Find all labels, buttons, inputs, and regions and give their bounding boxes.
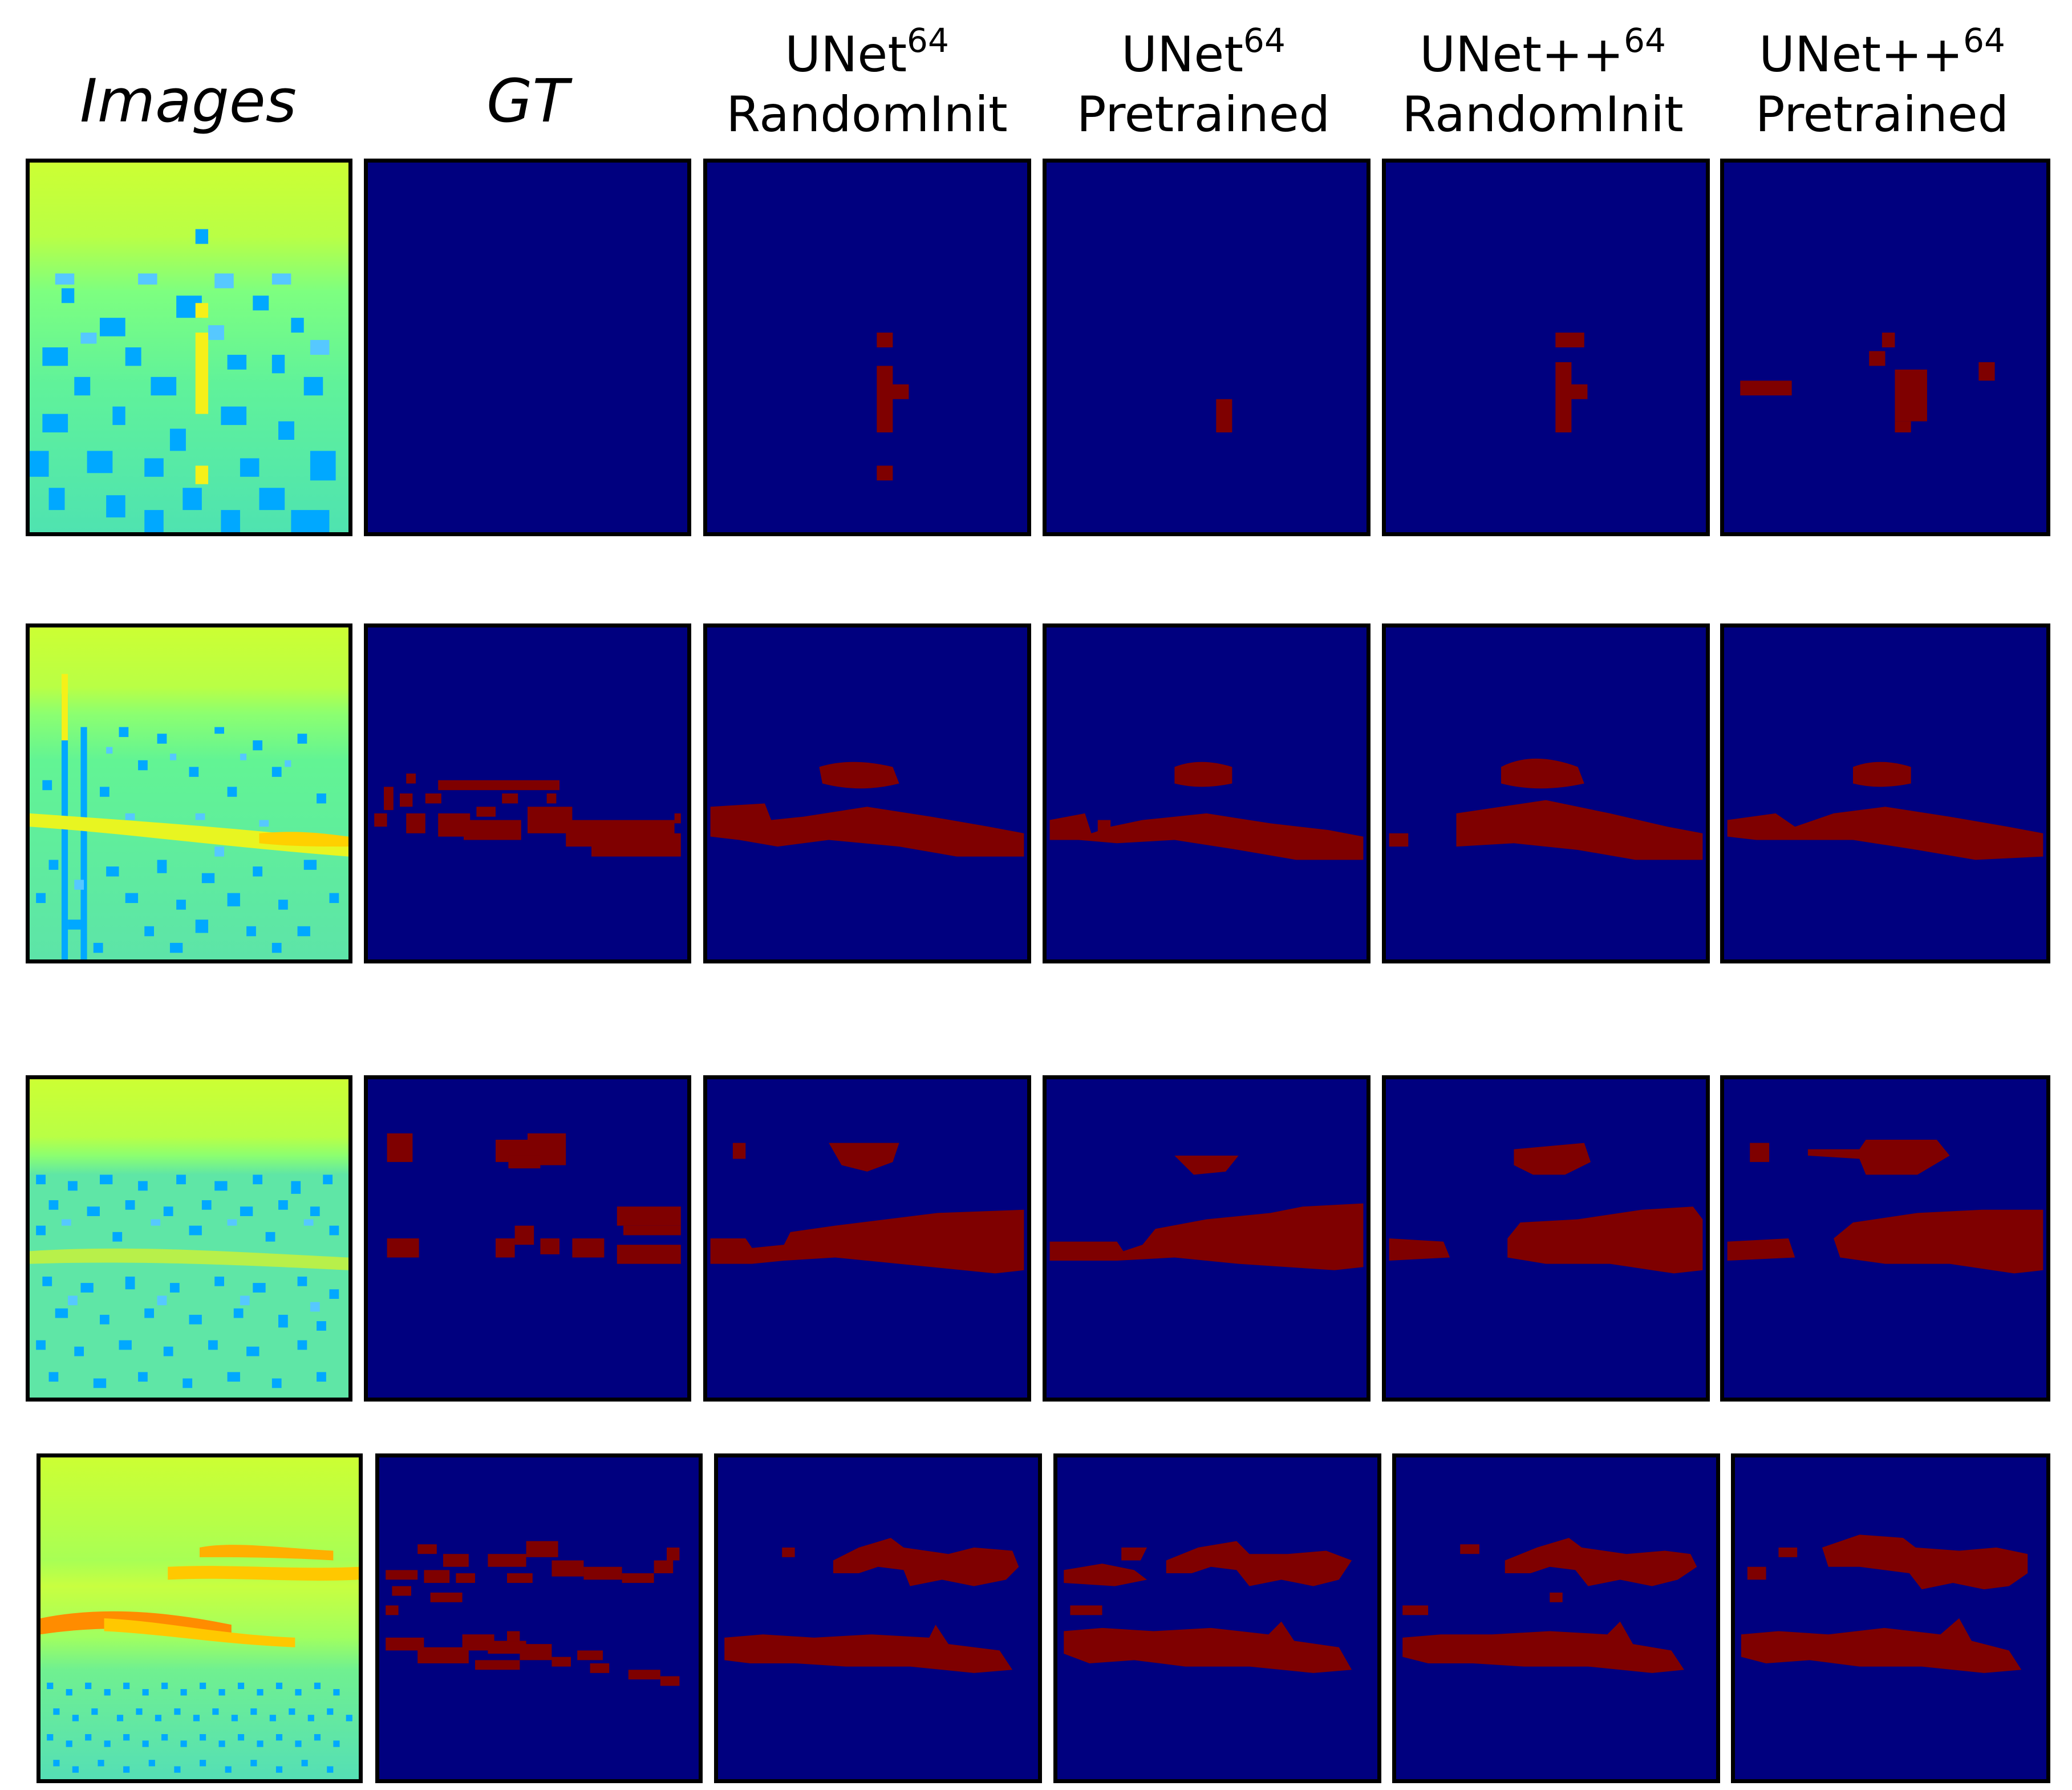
unetpp-pretrained-pred-row-3	[1720, 1075, 2050, 1402]
pred-mask-row-2-col-3	[710, 762, 1024, 857]
unetpp-randominit-pred-row-3	[1382, 1075, 1710, 1402]
pred-mask-row-4-col-4	[1064, 1541, 1352, 1673]
input-texture-row-4	[40, 1545, 359, 1773]
gt-shape-row-4	[386, 1541, 680, 1686]
column-header-unet-randominit: UNet64 RandomInit	[726, 21, 1008, 143]
pred-mask-row-4-col-5	[1402, 1538, 1697, 1673]
pred-mask-row-1-col-5	[1555, 333, 1588, 433]
unet-pretrained-pred-row-2	[1043, 623, 1370, 963]
gt-mask-row-2	[364, 623, 691, 963]
gt-mask-row-4	[375, 1453, 703, 1783]
pred-mask-row-2-col-5	[1389, 758, 1703, 860]
column-header-unetpp-pretrained: UNet++64 Pretrained	[1755, 21, 2009, 143]
pred-mask-row-1-col-4	[1216, 399, 1232, 433]
unet-pretrained-pred-row-3	[1043, 1075, 1370, 1402]
unet-randominit-pred-row-3	[703, 1075, 1031, 1402]
input-texture-row-1	[30, 229, 336, 532]
unet-pretrained-pred-row-4	[1053, 1453, 1381, 1783]
input-image-row-3	[26, 1075, 352, 1402]
pred-mask-row-1-col-6	[1740, 333, 1995, 433]
column-header-unetpp-randominit: UNet++64 RandomInit	[1402, 21, 1684, 143]
pred-mask-row-2-col-4	[1049, 762, 1364, 860]
input-texture-row-2	[30, 674, 348, 959]
input-texture-row-3	[30, 1175, 348, 1388]
unet-randominit-pred-row-4	[714, 1453, 1042, 1783]
column-header-unet-pretrained: UNet64 Pretrained	[1076, 21, 1331, 143]
pred-mask-row-3-col-4	[1049, 1155, 1364, 1270]
pred-mask-row-4-col-6	[1741, 1534, 2028, 1673]
pred-mask-row-3-col-5	[1389, 1143, 1703, 1274]
unetpp-pretrained-pred-row-1	[1720, 159, 2050, 536]
pred-mask-row-3-col-6	[1727, 1140, 2043, 1274]
unet-randominit-pred-row-1	[703, 159, 1031, 536]
column-header-images: Images	[80, 66, 297, 136]
unetpp-randominit-pred-row-2	[1382, 623, 1710, 963]
input-image-row-4	[37, 1453, 363, 1783]
unetpp-pretrained-pred-row-4	[1731, 1453, 2050, 1783]
gt-shape-row-3	[387, 1133, 681, 1264]
unet-pretrained-pred-row-1	[1043, 159, 1370, 536]
unet-randominit-pred-row-2	[703, 623, 1031, 963]
pred-mask-row-4-col-3	[724, 1538, 1019, 1673]
unetpp-pretrained-pred-row-2	[1720, 623, 2050, 963]
pred-mask-row-3-col-3	[710, 1143, 1024, 1274]
pred-mask-row-2-col-6	[1727, 762, 2043, 860]
unetpp-randominit-pred-row-4	[1392, 1453, 1720, 1783]
gt-mask-row-1	[364, 159, 691, 536]
input-image-row-1	[26, 159, 352, 536]
pred-mask-row-1-col-3	[877, 333, 909, 481]
gt-mask-row-3	[364, 1075, 691, 1402]
input-image-row-2	[26, 623, 352, 963]
gt-shape-row-2	[374, 773, 681, 857]
column-header-gt: GT	[486, 66, 569, 136]
unetpp-randominit-pred-row-1	[1382, 159, 1710, 536]
